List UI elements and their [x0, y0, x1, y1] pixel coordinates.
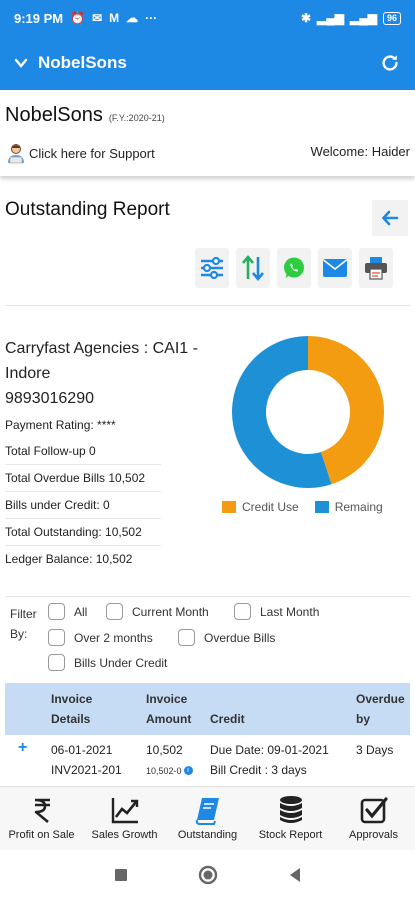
email-icon [323, 259, 347, 277]
overdue-days: 3 Days [356, 743, 394, 757]
expand-plus-icon[interactable]: + [18, 739, 28, 756]
whatsapp-icon [284, 257, 304, 278]
bottom-nav: Profit on Sale Sales Growth Outstanding … [0, 786, 415, 850]
party-phone: 9893016290 [5, 390, 94, 407]
chevron-down-icon[interactable] [14, 56, 28, 70]
total-followup: Total Follow-up 0 [5, 438, 161, 465]
checkbox-check-icon [360, 797, 388, 824]
back-triangle-icon[interactable] [288, 867, 302, 883]
back-button[interactable] [372, 200, 408, 236]
more-dots-icon: ··· [145, 11, 158, 25]
filter-all[interactable]: All [48, 603, 87, 620]
table-row[interactable]: + 06-01-2021 INV2021-201 10,502 10,502-0… [5, 738, 410, 784]
sort-arrows-icon [242, 254, 264, 282]
support-person-icon [8, 144, 24, 164]
table-header: Invoice Details Invoice Amount Credit Ov… [5, 683, 410, 735]
recents-square-icon[interactable] [114, 868, 128, 882]
bill-credit: Bill Credit : 3 days [210, 763, 307, 777]
invoice-number: INV2021-201 [51, 763, 122, 777]
print-button[interactable] [359, 248, 393, 288]
party-name: Carryfast Agencies : CAI1 - Indore [5, 340, 198, 382]
nav-stock-report[interactable]: Stock Report [249, 787, 332, 850]
app-bar: NobelSons [0, 36, 415, 90]
checkbox[interactable] [48, 629, 65, 646]
arrow-left-icon [381, 210, 399, 226]
checkbox[interactable] [48, 654, 65, 671]
info-icon[interactable]: i [183, 766, 193, 776]
legend-label-remaining: Remaing [334, 500, 383, 514]
checkbox[interactable] [234, 603, 251, 620]
bluetooth-icon: ✱ [300, 11, 312, 25]
line-chart-icon [111, 798, 138, 824]
filter-settings-button[interactable] [195, 248, 229, 288]
message-icon: ✉ [92, 11, 103, 25]
invoice-sub-amount: 10,502-0 i [146, 760, 193, 781]
support-link[interactable]: Click here for Support [5, 142, 155, 164]
chart-legend: Credit Use Remaing [222, 500, 383, 514]
refresh-icon[interactable] [379, 52, 401, 74]
battery-icon: 96 [382, 11, 401, 25]
nav-profit-on-sale[interactable]: Profit on Sale [0, 787, 83, 850]
due-date: Due Date: 09-01-2021 [210, 743, 329, 757]
company-name: NobelSons (F.Y.:2020-21) [5, 104, 165, 126]
sort-button[interactable] [236, 248, 270, 288]
payment-rating: Payment Rating: **** [5, 418, 116, 432]
filter-label: Filter By: [10, 607, 37, 641]
invoice-amount: 10,502 [146, 743, 183, 757]
alarm-icon: ⏰ [70, 11, 86, 25]
invoice-date: 06-01-2021 [51, 743, 113, 757]
nav-approvals[interactable]: Approvals [332, 787, 415, 850]
ledger-balance: Ledger Balance: 10,502 [5, 552, 133, 566]
rupee-icon [34, 798, 50, 823]
book-icon [195, 798, 219, 825]
col-overdue-by: Overdue by [356, 692, 405, 726]
legend-swatch-remaining [314, 501, 329, 513]
status-bar: 9:19 PM ⏰ ✉ M ☁ ··· ✱ ▂▄▆ ▂▄▆ 96 [0, 0, 415, 36]
company-header: NobelSons (F.Y.:2020-21) Click here for S… [0, 90, 415, 176]
home-circle-icon[interactable] [198, 865, 218, 885]
nav-outstanding[interactable]: Outstanding [166, 787, 249, 850]
app-title[interactable]: NobelSons [38, 53, 127, 72]
legend-swatch-credit-use [222, 501, 236, 513]
cloud-icon: ☁ [126, 11, 139, 25]
email-button[interactable] [318, 248, 352, 288]
report-toolbar [195, 248, 393, 288]
printer-icon [365, 257, 387, 280]
page-title: Outstanding Report [5, 199, 170, 220]
database-icon [279, 796, 302, 823]
donut-slice-0 [308, 336, 384, 485]
total-outstanding: Total Outstanding: 10,502 [5, 519, 161, 546]
status-time: 9:19 PM [14, 10, 64, 26]
filter-bills-under-credit[interactable]: Bills Under Credit [48, 654, 167, 671]
welcome-text: Welcome: Haider [310, 144, 410, 159]
system-nav-bar [0, 850, 415, 900]
signal2-icon: ▂▄▆ [350, 11, 377, 25]
filter-current-month[interactable]: Current Month [106, 603, 209, 620]
filter-overdue-bills[interactable]: Overdue Bills [178, 629, 275, 646]
filter-last-month[interactable]: Last Month [234, 603, 319, 620]
filter-over-2-months[interactable]: Over 2 months [48, 629, 153, 646]
support-text[interactable]: Click here for Support [29, 145, 155, 161]
signal-icon: ▂▄▆ [317, 11, 345, 25]
donut-slice-1 [231, 336, 332, 488]
whatsapp-button[interactable] [277, 248, 311, 288]
col-invoice-details: Invoice Details [51, 692, 93, 726]
nav-sales-growth[interactable]: Sales Growth [83, 787, 166, 850]
divider [5, 305, 410, 306]
sliders-icon [201, 256, 223, 280]
checkbox[interactable] [106, 603, 123, 620]
financial-year: (F.Y.:2020-21) [108, 113, 165, 123]
total-overdue-bills: Total Overdue Bills 10,502 [5, 465, 161, 492]
party-details: Carryfast Agencies : CAI1 - Indore 98930… [5, 336, 205, 572]
gmail-icon: M [109, 11, 120, 25]
divider [5, 596, 410, 597]
checkbox[interactable] [48, 603, 65, 620]
credit-donut-chart [231, 336, 384, 488]
col-invoice-amount: Invoice Amount [146, 692, 192, 726]
bills-under-credit: Bills under Credit: 0 [5, 492, 161, 519]
legend-label-credit-use: Credit Use [242, 500, 299, 514]
col-credit: Credit [210, 712, 245, 726]
checkbox[interactable] [178, 629, 195, 646]
